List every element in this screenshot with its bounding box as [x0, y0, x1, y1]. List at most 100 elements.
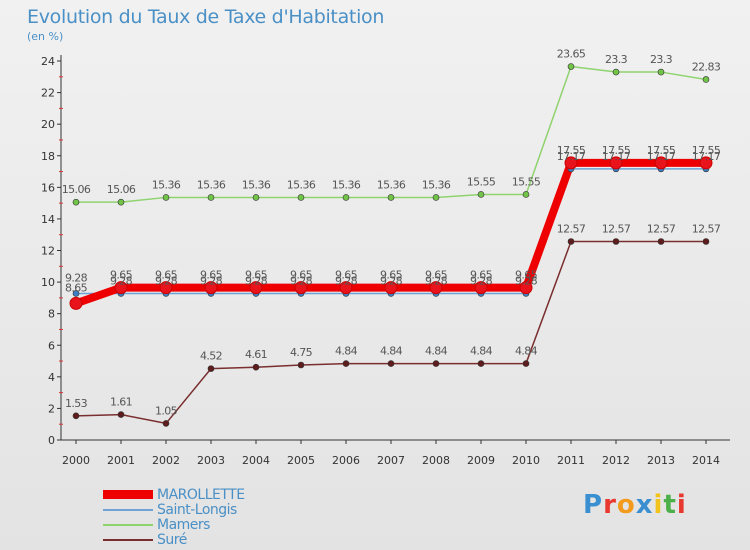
data-point: [702, 238, 710, 245]
data-point: [159, 281, 173, 295]
data-label: 17.55: [557, 144, 586, 157]
data-point: [114, 281, 128, 295]
x-tick-label: 2003: [197, 454, 225, 467]
legend-label: Mamers: [157, 516, 210, 533]
legend-label: Suré: [157, 531, 187, 548]
data-label: 9.28: [515, 274, 538, 287]
legend-label: Saint-Longis: [157, 501, 237, 518]
data-point: [69, 296, 83, 310]
x-tick-label: 2012: [602, 454, 630, 467]
data-point: [72, 198, 80, 206]
data-label: 9.28: [425, 274, 448, 287]
x-tick-label: 2006: [332, 454, 360, 467]
x-tick-label: 2014: [692, 454, 720, 467]
data-label: 9.28: [245, 274, 268, 287]
x-tick-label: 2004: [242, 454, 270, 467]
y-tick-label: 16: [41, 181, 55, 194]
series-lines: [74, 65, 707, 425]
data-label: 17.17: [602, 150, 631, 163]
data-label: 9.65: [155, 269, 178, 282]
data-label: 15.36: [377, 178, 406, 191]
brand-letter: o: [616, 490, 636, 520]
data-label: 17.55: [692, 144, 721, 157]
data-label: 17.17: [557, 150, 586, 163]
data-label: 4.61: [245, 348, 267, 361]
data-point: [432, 194, 440, 201]
x-tick-label: 2005: [287, 454, 315, 467]
x-tick-label: 2010: [512, 454, 540, 467]
y-tick-label: 2: [48, 402, 55, 415]
data-point: [162, 420, 170, 427]
brand-letter: r: [603, 490, 617, 520]
data-point: [297, 194, 305, 201]
data-label: 9.28: [155, 274, 178, 287]
data-label: 9.65: [200, 269, 223, 282]
data-label: 15.36: [197, 178, 226, 191]
data-label: 23.3: [650, 53, 673, 66]
data-label: 4.52: [200, 350, 222, 363]
data-label: 15.55: [467, 175, 496, 188]
data-point: [72, 412, 80, 420]
data-point: [657, 238, 665, 245]
data-point: [204, 281, 218, 295]
data-point: [207, 194, 215, 201]
data-label: 9.28: [470, 274, 493, 287]
legend-item-mamers: Mamers: [103, 516, 245, 533]
data-label: 23.65: [557, 48, 586, 61]
data-point: [654, 156, 668, 170]
data-label: 22.83: [692, 60, 721, 73]
legend-swatch: [103, 508, 153, 511]
brand-letter: i: [676, 490, 687, 520]
data-label: 4.84: [335, 345, 358, 358]
y-tick-label: 12: [41, 245, 55, 258]
data-point: [342, 360, 350, 367]
data-point: [477, 191, 485, 198]
brand-letter: P: [583, 490, 604, 520]
data-label: 17.55: [602, 144, 631, 157]
data-label: 17.17: [692, 150, 721, 163]
x-tick-label: 2013: [647, 454, 675, 467]
data-point: [609, 156, 623, 170]
data-label: 1.53: [65, 397, 88, 410]
data-label: 9.65: [335, 269, 358, 282]
legend-item-saint-longis: Saint-Longis: [103, 501, 245, 518]
chart-title: Evolution du Taux de Taxe d'Habitation: [27, 6, 385, 28]
y-tick-label: 0: [48, 434, 55, 447]
x-tick-label: 2002: [152, 454, 180, 467]
data-label: 8.65: [65, 281, 88, 294]
unit-label: (en %): [27, 30, 64, 43]
data-point: [612, 238, 620, 245]
data-point: [474, 281, 488, 295]
data-label: 9.28: [335, 274, 358, 287]
data-label: 1.05: [155, 404, 178, 417]
data-label: 9.28: [380, 274, 403, 287]
data-point: [387, 360, 395, 367]
legend: MAROLLETTE Saint-Longis Mamers Suré: [103, 487, 245, 548]
y-tick-label: 14: [41, 213, 55, 226]
series-markers: [69, 63, 713, 427]
data-point: [117, 411, 125, 418]
data-labels: 8.65 9.65 9.65 9.65 9.65 9.65 9.65 9.65 9.65 9.65…: [62, 48, 722, 418]
data-label: 9.65: [515, 269, 538, 282]
data-point: [567, 238, 575, 245]
x-tick-label: 2008: [422, 454, 450, 467]
brand-logo: Proxiti: [583, 490, 687, 520]
y-tick-label: 22: [41, 87, 55, 100]
data-label: 23.3: [605, 53, 628, 66]
data-point: [387, 194, 395, 201]
y-tick-label: 4: [48, 371, 55, 384]
data-label: 12.57: [647, 222, 676, 235]
data-point: [519, 281, 533, 295]
data-label: 9.65: [245, 269, 268, 282]
x-tick-label: 2011: [557, 454, 585, 467]
data-point: [522, 360, 530, 367]
data-point: [699, 156, 713, 170]
data-point: [657, 68, 665, 76]
data-label: 15.36: [332, 178, 361, 191]
data-point: [567, 63, 575, 70]
x-tick-label: 2001: [107, 454, 135, 467]
legend-swatch: [103, 523, 153, 526]
y-tick-label: 10: [41, 276, 55, 289]
